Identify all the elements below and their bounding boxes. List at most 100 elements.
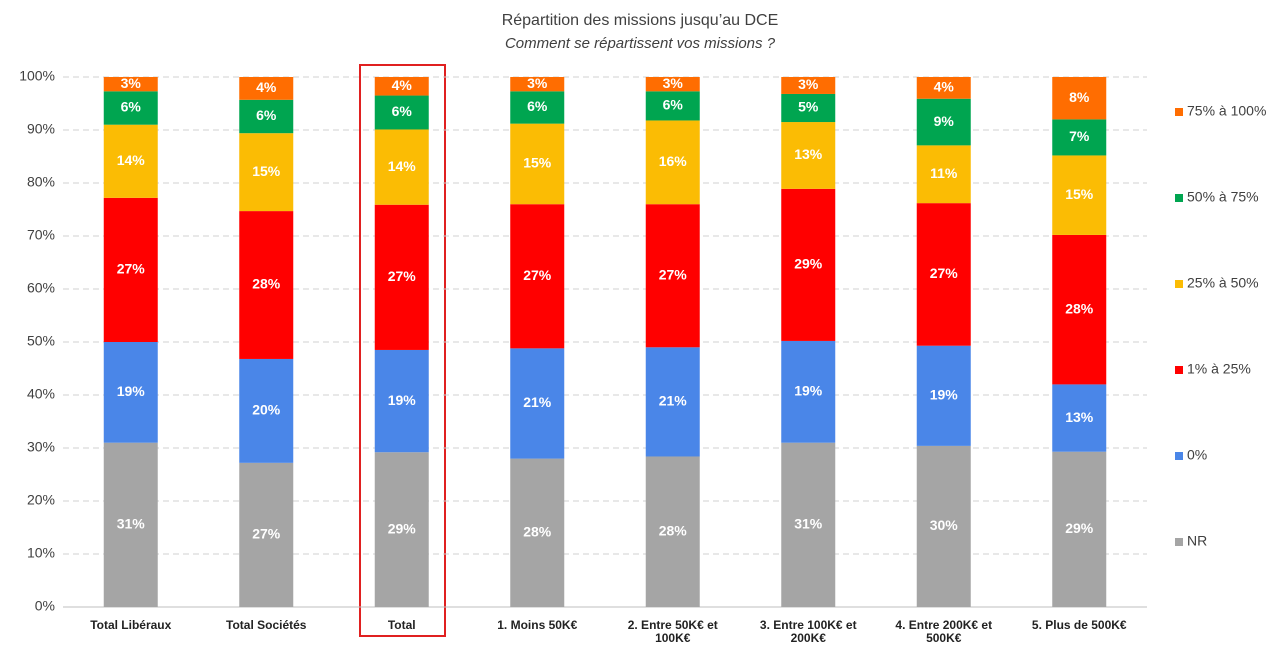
- x-tick-label: 2. Entre 50K€ et 100K€: [627, 618, 718, 645]
- data-label: 28%: [1065, 300, 1094, 316]
- y-tick-label: 60%: [27, 280, 55, 296]
- bar-segment: [510, 458, 565, 607]
- data-label: 6%: [527, 98, 548, 114]
- data-label: 29%: [1065, 520, 1094, 536]
- legend-swatch: [1175, 538, 1183, 546]
- data-label: 27%: [930, 265, 959, 281]
- data-label: 14%: [388, 158, 417, 174]
- x-tick-label: 4. Entre 200K€ et 500K€: [895, 618, 993, 645]
- x-tick-label: Total Sociétés: [226, 618, 307, 632]
- data-label: 3%: [798, 76, 819, 92]
- data-label: 19%: [930, 386, 959, 402]
- data-label: 9%: [934, 113, 955, 129]
- data-label: 14%: [117, 152, 146, 168]
- y-tick-label: 30%: [27, 439, 55, 455]
- bar-segment: [374, 204, 429, 350]
- data-label: 21%: [659, 393, 688, 409]
- bar-segment: [103, 197, 158, 342]
- x-tick-label: 3. Entre 100K€ et 200K€: [759, 618, 857, 645]
- bar-segment: [645, 204, 700, 348]
- bar-segment: [239, 133, 294, 212]
- data-label: 28%: [523, 524, 552, 540]
- bar-segment: [916, 77, 971, 99]
- data-label: 29%: [794, 256, 823, 272]
- bar-segment: [510, 91, 565, 124]
- data-label: 11%: [930, 165, 958, 181]
- bar-segment: [103, 91, 158, 125]
- bar-segment: [374, 349, 429, 453]
- y-tick-label: 50%: [27, 333, 55, 349]
- data-label: 4%: [256, 79, 277, 95]
- legend-swatch: [1175, 108, 1183, 116]
- data-label: 20%: [252, 402, 281, 418]
- data-label: 13%: [794, 146, 823, 162]
- bar-segment: [374, 77, 429, 96]
- bar-segment: [239, 211, 294, 359]
- bar-segment: [1052, 234, 1107, 385]
- bar-segment: [239, 462, 294, 607]
- legend-label: 75% à 100%: [1187, 103, 1266, 119]
- data-label: 19%: [117, 383, 146, 399]
- bar-segment: [239, 358, 294, 463]
- data-label: 15%: [252, 163, 281, 179]
- chart-title: Répartition des missions jusqu’au DCE: [502, 12, 779, 29]
- data-label: 21%: [523, 394, 552, 410]
- bar-segment: [916, 98, 971, 146]
- bar-segment: [510, 123, 565, 205]
- highlight-box: [359, 64, 446, 637]
- bar-segment: [916, 345, 971, 446]
- data-label: 16%: [659, 153, 688, 169]
- y-tick-label: 10%: [27, 545, 55, 561]
- bar-segment: [781, 93, 836, 123]
- data-label: 4%: [934, 79, 955, 95]
- legend-label: 25% à 50%: [1187, 275, 1259, 291]
- bar-segment: [374, 129, 429, 205]
- x-tick-label: Total Libéraux: [90, 618, 172, 632]
- data-label: 30%: [930, 517, 959, 533]
- y-tick-label: 20%: [27, 492, 55, 508]
- data-label: 5%: [798, 99, 819, 115]
- bar-segment: [1052, 155, 1107, 235]
- data-label: 15%: [1065, 186, 1094, 202]
- bar-segment: [916, 203, 971, 346]
- data-label: 27%: [388, 268, 417, 284]
- bar-segment: [239, 77, 294, 100]
- legend-swatch: [1175, 366, 1183, 374]
- bar-segment: [645, 456, 700, 607]
- data-label: 19%: [794, 383, 823, 399]
- data-label: 27%: [523, 267, 552, 283]
- bar-segment: [1052, 119, 1107, 156]
- data-label: 6%: [392, 103, 413, 119]
- data-label: 27%: [659, 266, 688, 282]
- y-tick-label: 0%: [35, 598, 55, 614]
- y-tick-label: 80%: [27, 174, 55, 190]
- data-label: 31%: [794, 516, 823, 532]
- legend-swatch: [1175, 452, 1183, 460]
- data-label: 27%: [117, 261, 146, 277]
- bar-segment: [374, 452, 429, 607]
- bar-segment: [781, 442, 836, 607]
- data-label: 13%: [1065, 409, 1094, 425]
- bar-segment: [510, 348, 565, 459]
- data-label: 28%: [252, 276, 281, 292]
- data-label: 29%: [388, 520, 417, 536]
- data-label: 6%: [121, 99, 142, 115]
- x-tick-label: 1. Moins 50K€: [497, 618, 578, 632]
- bar-segment: [781, 340, 836, 443]
- bar-segment: [103, 342, 158, 443]
- bar-segment: [103, 77, 158, 92]
- data-label: 19%: [388, 392, 417, 408]
- legend-swatch: [1175, 194, 1183, 202]
- chart-subtitle: Comment se répartissent vos missions ?: [505, 35, 776, 52]
- bar-segment: [781, 77, 836, 94]
- bar-segment: [645, 347, 700, 457]
- bar-segment: [510, 204, 565, 349]
- data-label: 31%: [117, 516, 146, 532]
- legend-label: 1% à 25%: [1187, 361, 1251, 377]
- bar-segment: [1052, 451, 1107, 607]
- bar-segment: [916, 145, 971, 204]
- y-tick-label: 100%: [19, 68, 55, 84]
- legend-swatch: [1175, 280, 1183, 288]
- bar-segment: [645, 77, 700, 92]
